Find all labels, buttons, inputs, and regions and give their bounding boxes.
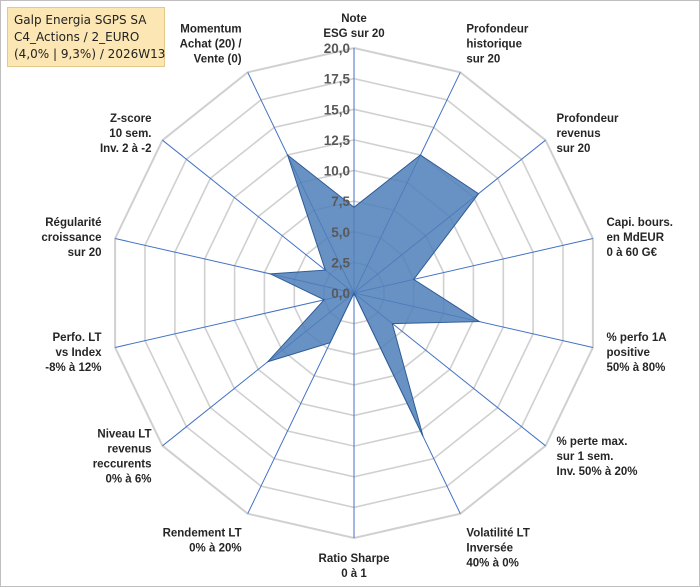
axis-label-line: vs Index xyxy=(55,347,102,359)
axis-label-line: Achat (20) / xyxy=(180,39,243,51)
axis-label-line: 0 à 60 G€ xyxy=(607,247,658,259)
axis-label-line: croissance xyxy=(41,232,101,244)
axis-label-line: 0% à 6% xyxy=(105,474,151,486)
axis-label-line: % perte max. xyxy=(557,436,628,448)
axis-label: % perfo 1A positive 50% à 80% xyxy=(607,332,667,374)
axis-label-line: 50% à 80% xyxy=(607,362,666,374)
axis-label-line: Inversée xyxy=(466,542,513,554)
axis-label-line: 0 à 1 xyxy=(341,568,367,580)
axis-label-line: 0% à 20% xyxy=(189,542,241,554)
axis-label-line: Régularité xyxy=(45,217,101,229)
axis-label-layer: Note ESG sur 20 Profondeur historique sur 20… xyxy=(41,13,673,580)
performance-label: (4,0% | 9,3%) / 2026W13 xyxy=(14,47,166,61)
axis-label-line: Profondeur xyxy=(466,24,528,36)
tick-label: 0,0 xyxy=(331,286,350,301)
axis-label-line: -8% à 12% xyxy=(45,362,101,374)
axis-label: Profondeur revenus sur 20 xyxy=(557,113,619,155)
company-name: Galp Energia SGPS SA xyxy=(14,13,147,27)
axis-label: Momentum Achat (20) / Vente (0) xyxy=(180,24,243,66)
title-box: Galp Energia SGPS SA C4_Actions / 2_EURO… xyxy=(7,7,165,67)
tick-layer: 0,0 2,5 5,0 7,5 10,0 12,5 15,0 17,5 20,0 xyxy=(324,41,351,301)
axis-label-line: historique xyxy=(466,39,522,51)
axis-label-line: 40% à 0% xyxy=(466,557,518,569)
axis-label: Volatilité LT Inversée 40% à 0% xyxy=(466,527,529,569)
tick-label: 2,5 xyxy=(331,255,350,270)
axis-label: % perte max. sur 1 sem. Inv. 50% à 20% xyxy=(557,436,638,478)
axis-label: Note ESG sur 20 xyxy=(323,13,384,40)
axis-label-line: sur 20 xyxy=(557,143,591,155)
axis-spoke xyxy=(114,292,355,348)
axis-label-line: Inv. 50% à 20% xyxy=(557,466,638,478)
axis-label: Rendement LT 0% à 20% xyxy=(163,527,242,554)
axis-label-line: reccurents xyxy=(93,459,152,471)
axis-label-line: Profondeur xyxy=(557,113,619,125)
axis-label-line: Inv. 2 à -2 xyxy=(100,143,152,155)
axis-label-line: sur 20 xyxy=(466,54,500,66)
axis-label-line: Niveau LT xyxy=(97,429,151,441)
axis-label: Z-score 10 sem. Inv. 2 à -2 xyxy=(100,113,152,155)
axis-label-line: sur 20 xyxy=(68,247,102,259)
axis-label-line: revenus xyxy=(557,128,601,140)
tick-label: 10,0 xyxy=(324,164,350,179)
tick-label: 12,5 xyxy=(324,133,351,148)
axis-label: Perfo. LT vs Index -8% à 12% xyxy=(45,332,102,374)
axis-label: Ratio Sharpe 0 à 1 xyxy=(319,553,390,580)
axis-label-line: Rendement LT xyxy=(163,527,242,539)
axis-spoke xyxy=(162,139,355,294)
axis-label-line: Vente (0) xyxy=(194,54,242,66)
axis-label-line: sur 1 sem. xyxy=(557,451,614,463)
data-area xyxy=(266,153,482,437)
axis-label: Capi. bours. en MdEUR 0 à 60 G€ xyxy=(607,217,673,259)
series-layer xyxy=(266,153,482,437)
tick-label: 7,5 xyxy=(331,194,350,209)
tick-label: 17,5 xyxy=(324,72,351,87)
tick-label: 20,0 xyxy=(324,41,350,56)
axis-label-line: en MdEUR xyxy=(607,232,665,244)
category-label: C4_Actions / 2_EURO xyxy=(14,30,140,44)
axis-label-line: Note xyxy=(341,13,367,25)
axis-label: Profondeur historique sur 20 xyxy=(466,24,528,66)
tick-label: 15,0 xyxy=(324,102,350,117)
axis-label-line: Perfo. LT xyxy=(53,332,102,344)
axis-label-line: % perfo 1A xyxy=(607,332,667,344)
axis-label: Régularité croissance sur 20 xyxy=(41,217,101,259)
axis-label-line: Volatilité LT xyxy=(466,527,529,539)
axis-label-line: positive xyxy=(607,347,650,359)
axis-label-line: ESG sur 20 xyxy=(323,28,384,40)
axis-label-line: revenus xyxy=(107,444,151,456)
axis-label-line: Momentum xyxy=(180,24,241,36)
tick-label: 5,0 xyxy=(331,225,350,240)
axis-label: Niveau LT revenus reccurents 0% à 6% xyxy=(93,429,152,486)
axis-label-line: Ratio Sharpe xyxy=(319,553,390,565)
axis-label-line: Capi. bours. xyxy=(607,217,673,229)
axis-label-line: 10 sem. xyxy=(109,128,151,140)
axis-label-line: Z-score xyxy=(110,113,152,125)
